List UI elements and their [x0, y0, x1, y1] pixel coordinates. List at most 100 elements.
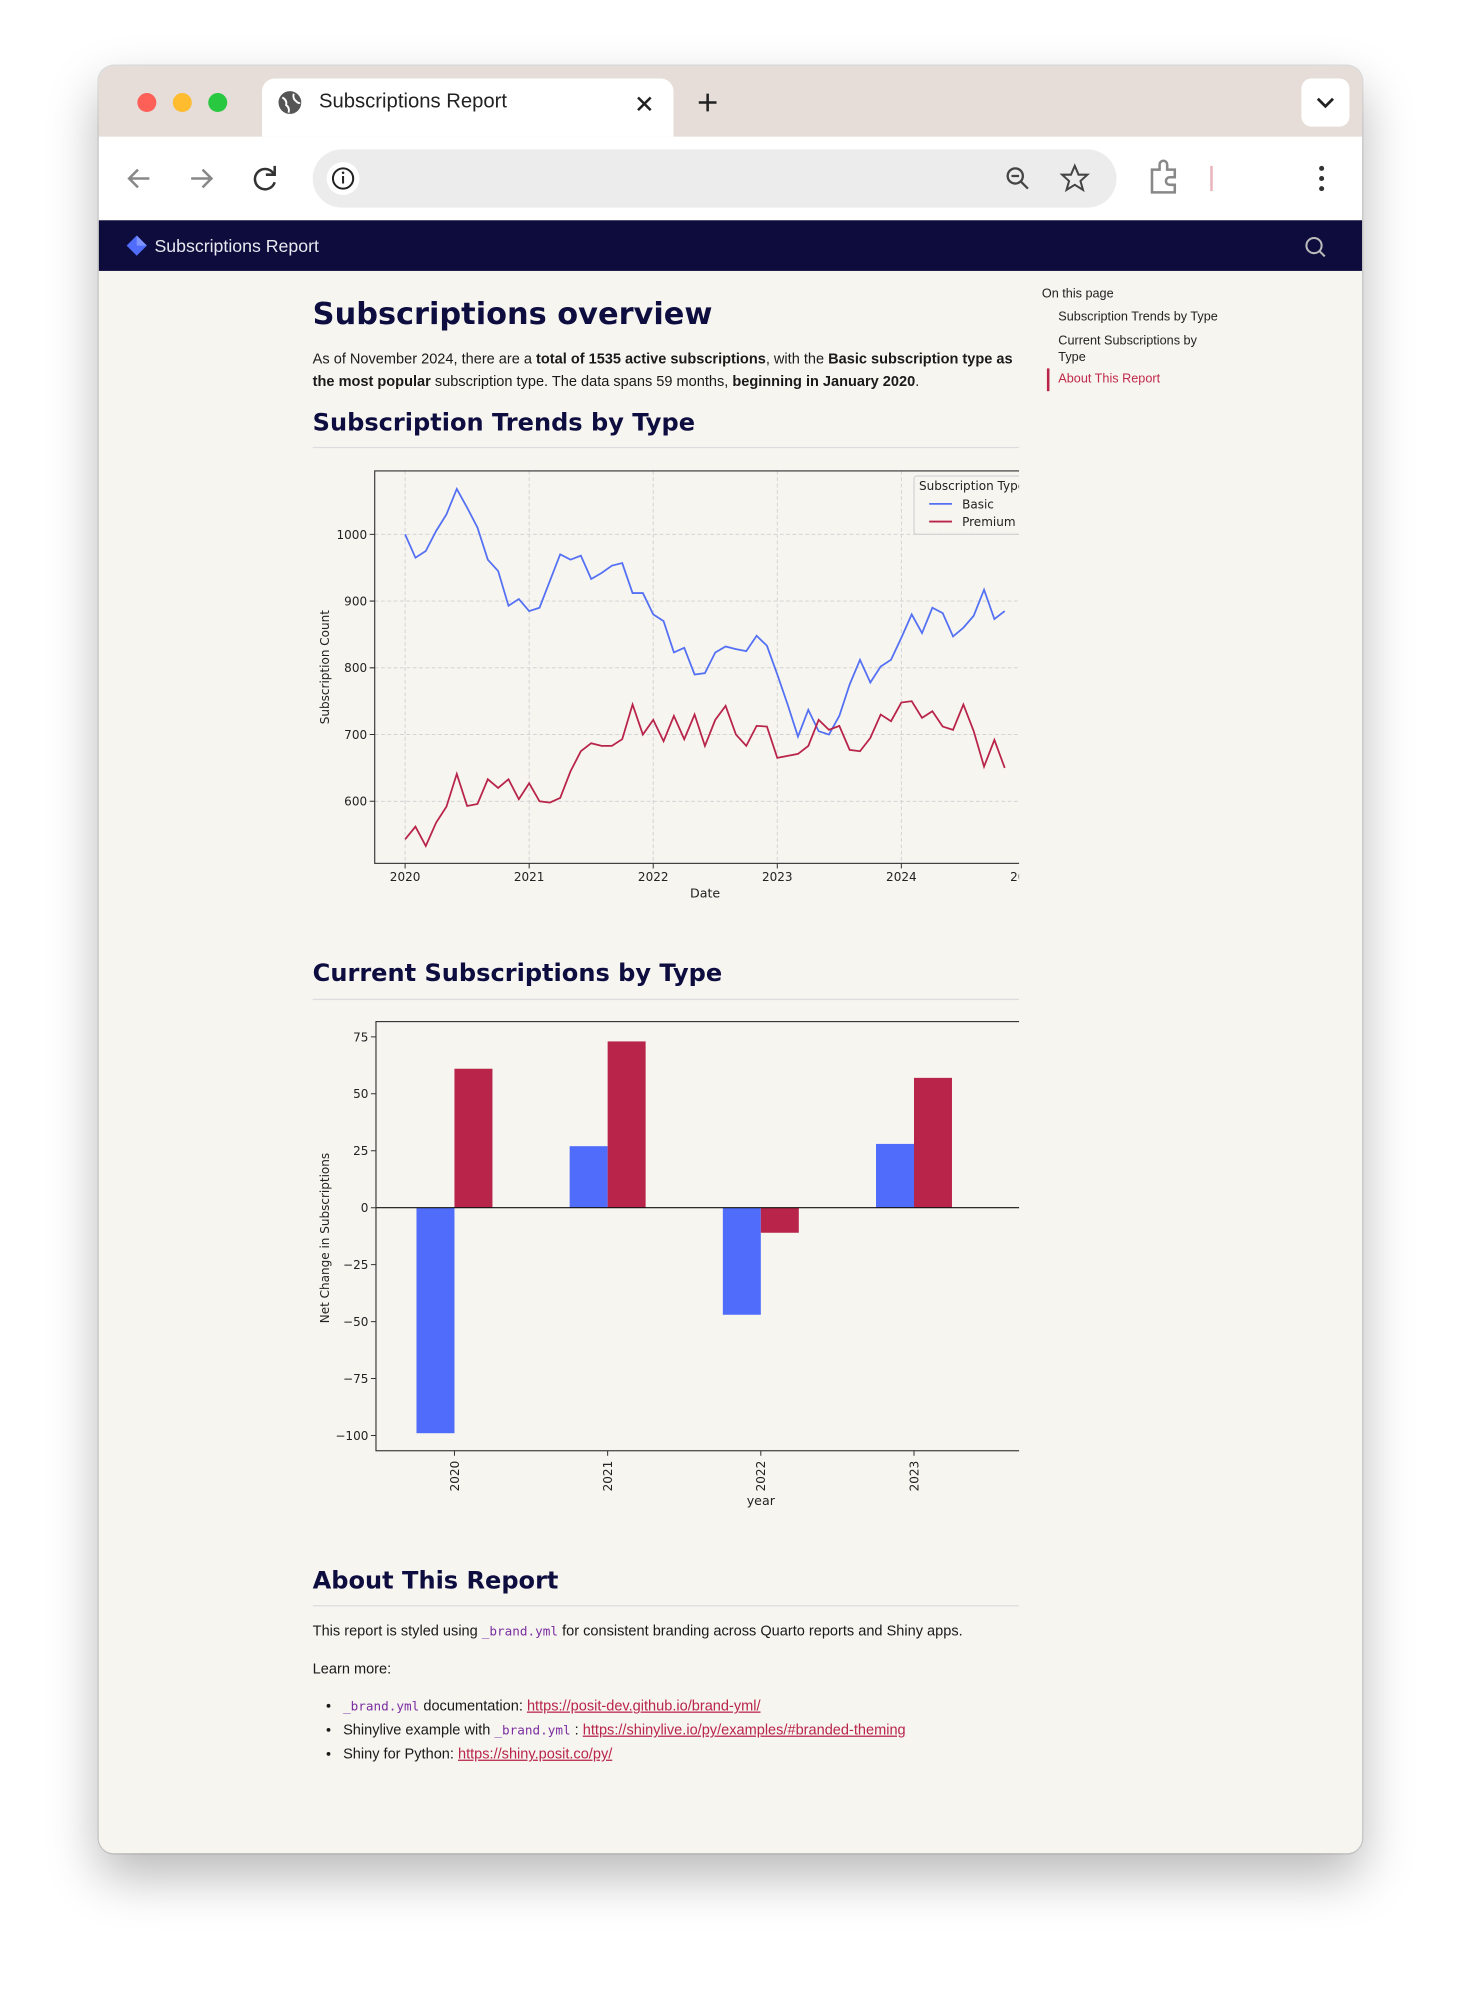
- tab-close[interactable]: [635, 95, 653, 113]
- toolbar: [98, 136, 1363, 221]
- toc-item[interactable]: Subscription Trends by Type: [1058, 310, 1218, 325]
- code: _brand.yml: [494, 1724, 571, 1739]
- x-tick-label: 2021: [514, 870, 545, 884]
- bar-chart: −100 −75 −50 −25 0 25 50 75 2020 2021 2022 2023 year…: [318, 1021, 1020, 1508]
- site-title[interactable]: Subscriptions Report: [154, 235, 319, 256]
- section-rule: [312, 998, 1020, 1001]
- page-title: Subscriptions overview: [312, 296, 713, 332]
- site-info-icon[interactable]: [326, 162, 360, 195]
- link[interactable]: https://shiny.posit.co/py/: [457, 1746, 613, 1763]
- text: This report is styled using: [312, 1624, 482, 1640]
- back-button[interactable]: [127, 168, 150, 189]
- toolbar-icons: [127, 159, 1325, 194]
- bold-text: total of 1535 active subscriptions: [536, 351, 766, 368]
- x-axis-label: Date: [690, 886, 720, 901]
- legend-box: [913, 475, 1020, 535]
- y-tick-label: 0: [361, 1201, 369, 1215]
- address-icons: [326, 162, 1091, 195]
- section-rule: [312, 1605, 1020, 1607]
- y-tick-label: 25: [353, 1144, 368, 1158]
- zoom-button[interactable]: [208, 93, 228, 113]
- x-tick-label: 2020: [390, 870, 421, 884]
- bar: [607, 1041, 646, 1208]
- legend-title: Subscription Type: [919, 479, 1019, 493]
- line-chart: 600 700 800 900 1000 2020 2021 2022 2023 2024 2025…: [318, 470, 1020, 901]
- about-paragraph: This report is styled using _brand.yml f…: [313, 1620, 1035, 1644]
- y-tick-label: −100: [335, 1429, 368, 1443]
- zoom-icon[interactable]: [1006, 167, 1029, 190]
- bar: [722, 1207, 761, 1315]
- minimize-button[interactable]: [172, 93, 192, 113]
- list-item: Shinylive example with _brand.yml : http…: [343, 1719, 1065, 1743]
- y-tick-label: 600: [344, 795, 367, 809]
- learn-more: Learn more:: [312, 1662, 392, 1678]
- plot-frame: [375, 1021, 1020, 1452]
- bar: [913, 1077, 952, 1208]
- bar: [876, 1143, 914, 1208]
- close-button[interactable]: [137, 93, 157, 113]
- menu-button[interactable]: [1319, 165, 1325, 192]
- x-axis-label: year: [747, 1493, 776, 1508]
- search-icon[interactable]: [1304, 235, 1327, 258]
- text: Shinylive example with: [343, 1722, 495, 1739]
- section-rule: [312, 446, 1020, 449]
- text: Shiny for Python:: [343, 1746, 458, 1763]
- toc-heading: On this page: [1041, 287, 1114, 302]
- forward-button[interactable]: [191, 168, 214, 189]
- text: subscription type. The data spans 59 mon…: [430, 374, 733, 390]
- x-tick-label: 2023: [762, 870, 793, 884]
- intro-paragraph: As of November 2024, there are a total o…: [313, 348, 1022, 394]
- toc-active-marker: [1046, 368, 1049, 392]
- text: documentation:: [419, 1698, 527, 1715]
- legend-label: Premium: [962, 515, 1015, 529]
- link[interactable]: https://posit-dev.github.io/brand-yml/: [526, 1698, 761, 1715]
- toc-item[interactable]: Current Subscriptions by Type: [1058, 334, 1197, 365]
- y-tick-label: 1000: [337, 528, 368, 542]
- logo: [126, 235, 147, 256]
- tab-search-button[interactable]: [1301, 78, 1350, 127]
- link-list: _brand.yml documentation: https://posit-…: [313, 1695, 1065, 1766]
- y-tick-label: −25: [343, 1258, 368, 1272]
- section-heading: About This Report: [312, 1567, 559, 1596]
- legend-label: Basic: [962, 497, 994, 511]
- x-tick-label: 2025: [1010, 870, 1019, 884]
- link[interactable]: https://shinylive.io/py/examples/#brande…: [582, 1722, 906, 1739]
- globe-icon: [278, 91, 302, 114]
- data-line: [404, 486, 1006, 740]
- section-heading: Current Subscriptions by Type: [312, 959, 723, 988]
- x-tick-label: 2022: [754, 1461, 768, 1492]
- tab-title: Subscriptions Report: [319, 91, 508, 113]
- bookmark-icon[interactable]: [1059, 163, 1091, 193]
- x-tick-label: 2022: [638, 870, 669, 884]
- code: _brand.yml: [343, 1700, 420, 1715]
- x-tick-label: 2024: [886, 870, 917, 884]
- data-line: [404, 700, 1006, 849]
- bar: [569, 1146, 608, 1208]
- navbar: Subscriptions Report: [98, 220, 1363, 271]
- y-tick-label: −50: [343, 1315, 368, 1329]
- x-tick-label: 2023: [907, 1461, 921, 1492]
- chevron-icon: [1316, 97, 1334, 109]
- bar: [454, 1068, 493, 1208]
- toc-item[interactable]: About This Report: [1058, 372, 1161, 387]
- text: for consistent branding across Quarto re…: [558, 1624, 963, 1640]
- browser-window: Subscriptions Report Subscriptions Repor…: [98, 65, 1363, 1854]
- y-axis-label: Subscription Count: [318, 610, 332, 724]
- bold-text: Basic subscription type as the most popu…: [312, 351, 1013, 390]
- text: :: [570, 1722, 583, 1739]
- text: .: [915, 374, 920, 390]
- y-tick-label: 900: [344, 594, 367, 608]
- y-tick-label: 700: [344, 728, 367, 742]
- tab[interactable]: Subscriptions Report: [262, 78, 674, 137]
- new-tab-button[interactable]: [698, 93, 717, 112]
- list-item: Shiny for Python: https://shiny.posit.co…: [343, 1743, 1065, 1766]
- y-tick-label: 50: [353, 1087, 368, 1101]
- reload-button[interactable]: [253, 165, 276, 191]
- y-tick-label: −75: [343, 1372, 368, 1386]
- address-bar[interactable]: [312, 149, 1117, 208]
- extensions-button[interactable]: [1150, 159, 1177, 194]
- window-controls: [137, 78, 1350, 127]
- list-item: _brand.yml documentation: https://posit-…: [343, 1695, 1065, 1719]
